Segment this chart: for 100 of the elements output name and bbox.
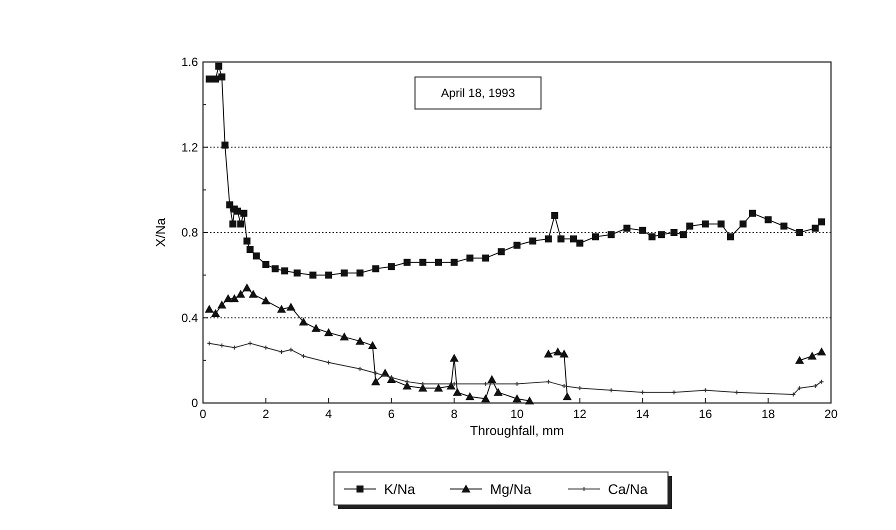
point: [481, 394, 490, 402]
y-tick-label: 0.8: [181, 226, 198, 240]
y-tick-label: 1.2: [181, 140, 198, 154]
x-tick-label: 12: [573, 407, 587, 421]
y-tick-label: 0.4: [181, 310, 198, 325]
point: [215, 62, 222, 70]
point: [388, 263, 395, 270]
legend-label: Ca/Na: [608, 481, 648, 497]
point: [277, 304, 286, 313]
y-axis-title: X/Na: [153, 217, 168, 247]
point: [419, 258, 426, 266]
point: [246, 246, 254, 254]
point: [608, 231, 615, 238]
point: [452, 388, 462, 396]
x-tick-label: 0: [200, 407, 207, 421]
point: [796, 229, 804, 236]
point: [812, 224, 819, 232]
x-tick-label: 8: [450, 407, 458, 421]
point: [340, 332, 349, 340]
point: [466, 254, 474, 262]
legend-label: Mg/Na: [490, 481, 532, 497]
point: [494, 388, 503, 396]
x-tick-label: 20: [824, 407, 838, 421]
point: [818, 218, 826, 226]
point: [237, 220, 244, 228]
point: [261, 296, 270, 304]
point: [514, 242, 520, 249]
legend-label: K/Na: [384, 481, 416, 497]
point: [242, 283, 252, 292]
point: [764, 216, 772, 224]
point: [309, 272, 316, 279]
point: [553, 347, 562, 356]
point: [217, 300, 226, 308]
point: [218, 73, 226, 80]
point: [272, 265, 279, 272]
point: [240, 210, 248, 217]
point: [544, 349, 553, 358]
point: [234, 208, 242, 215]
point: [808, 352, 817, 360]
point: [702, 220, 709, 228]
point: [371, 377, 380, 386]
point: [204, 304, 214, 313]
point: [670, 229, 678, 236]
point: [557, 235, 564, 242]
x-tick-label: 2: [262, 407, 270, 421]
point: [281, 267, 288, 274]
point: [356, 269, 364, 276]
point: [482, 254, 490, 262]
point: [356, 336, 364, 345]
point: [817, 347, 826, 356]
point: [512, 394, 522, 402]
y-tick-label: 0: [191, 396, 198, 410]
point: [211, 308, 220, 317]
point: [648, 233, 656, 240]
point: [434, 384, 443, 392]
point: [450, 258, 458, 266]
point: [262, 260, 270, 268]
point: [718, 220, 725, 228]
point: [727, 233, 734, 240]
point: [576, 240, 584, 247]
point: [312, 324, 321, 332]
point: [446, 381, 456, 390]
x-tick-label: 4: [325, 407, 332, 421]
point: [465, 392, 474, 400]
point: [404, 258, 411, 266]
point: [252, 252, 260, 260]
point: [221, 142, 228, 149]
x-tick-label: 14: [636, 407, 650, 421]
annotation: April 18, 1993: [440, 86, 516, 100]
x-tick-label: 18: [762, 407, 776, 421]
point: [487, 375, 496, 384]
x-tick-label: 16: [698, 407, 712, 421]
point: [658, 231, 665, 238]
point: [294, 269, 301, 276]
point: [525, 396, 534, 404]
point: [286, 302, 296, 311]
point: [324, 328, 334, 336]
point: [498, 248, 505, 256]
point: [368, 340, 378, 349]
y-tick-label: 1.6: [181, 55, 198, 69]
point: [560, 349, 569, 358]
point: [418, 384, 428, 392]
point: [780, 222, 788, 230]
point: [623, 224, 630, 232]
x-axis-title: Throughfall, mm: [470, 423, 564, 438]
point: [562, 392, 572, 400]
point: [402, 381, 412, 390]
point: [570, 235, 578, 242]
point: [749, 210, 756, 217]
point: [229, 220, 236, 228]
point: [236, 290, 246, 298]
point: [435, 258, 442, 266]
point: [592, 233, 599, 240]
point: [680, 231, 687, 238]
point: [243, 238, 250, 245]
point: [551, 212, 558, 219]
point: [298, 318, 308, 326]
point: [340, 269, 348, 276]
point: [224, 294, 233, 302]
point: [686, 222, 694, 230]
